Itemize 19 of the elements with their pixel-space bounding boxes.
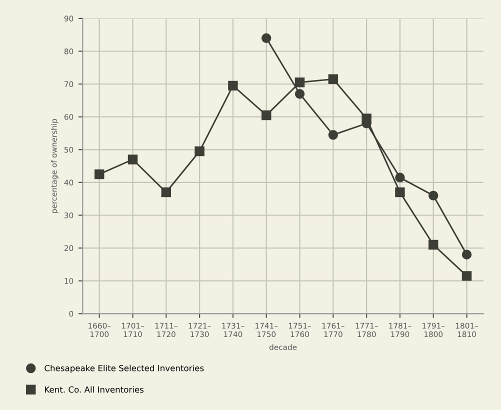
point — [294, 89, 305, 99]
point — [462, 271, 472, 281]
point — [94, 169, 104, 180]
point — [228, 80, 238, 91]
point — [395, 187, 405, 198]
point — [428, 240, 438, 250]
legend-label: Kent. Co. All Inventories — [45, 386, 144, 393]
point — [194, 146, 204, 156]
point — [262, 33, 272, 43]
point — [128, 154, 138, 164]
point — [294, 78, 305, 88]
point — [328, 130, 338, 140]
point — [161, 187, 172, 198]
point — [462, 250, 472, 260]
point — [262, 110, 272, 120]
point — [328, 74, 338, 84]
point — [395, 172, 405, 182]
legend-label: Chesapeake Elite Selected Inventories — [44, 364, 204, 373]
point — [428, 190, 438, 200]
